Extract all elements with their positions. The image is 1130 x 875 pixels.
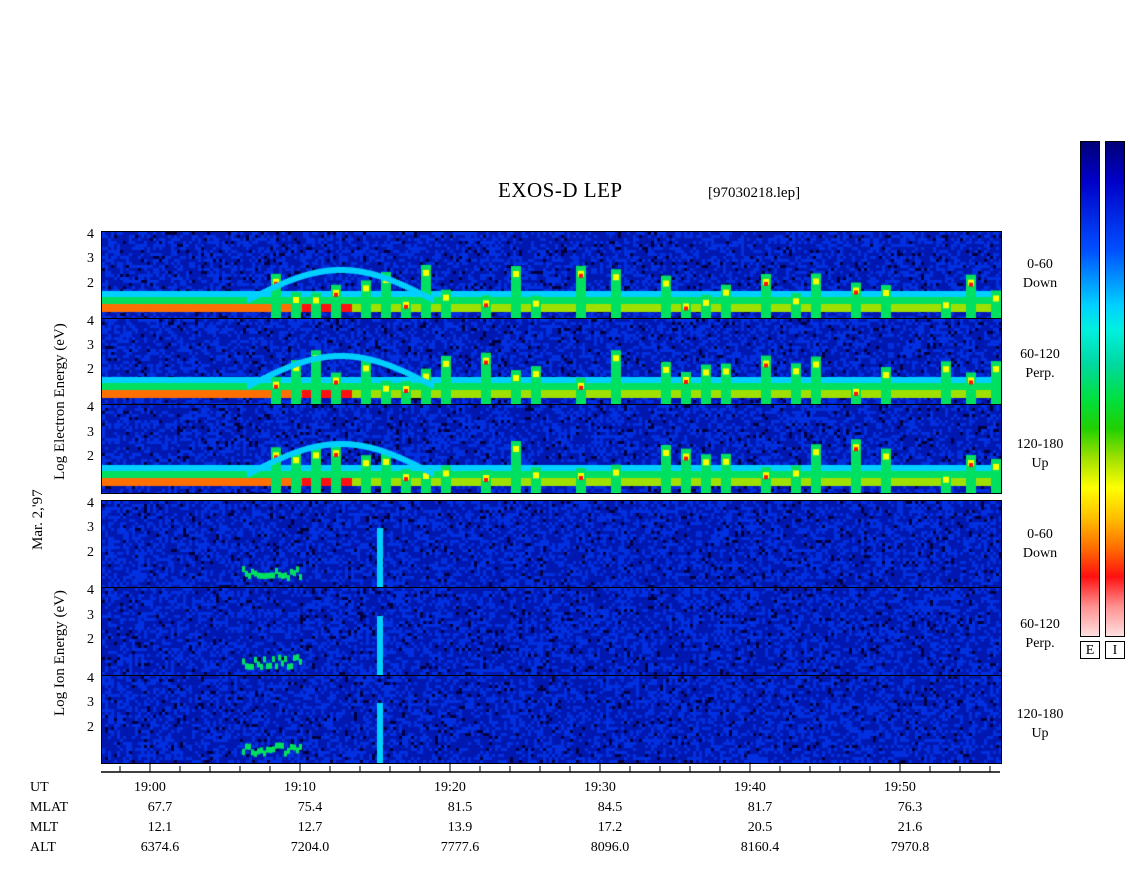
ut-tick-label: 19:20 bbox=[434, 780, 466, 795]
mlt-value: 17.2 bbox=[597, 820, 623, 835]
mlat-value: 81.7 bbox=[747, 800, 773, 815]
spectrogram-canvas bbox=[101, 500, 1002, 589]
y-tick-label: 4 bbox=[87, 314, 94, 329]
spectrogram-canvas bbox=[101, 587, 1002, 677]
spectrogram-canvas bbox=[101, 318, 1002, 406]
electron-axis-label: Log Electron Energy (eV) bbox=[52, 323, 68, 480]
y-tick-label: 3 bbox=[87, 251, 94, 267]
mlt-value: 13.9 bbox=[447, 820, 473, 835]
y-tick-label: 2 bbox=[87, 719, 94, 735]
pitch-label-e-up: 120-180 Up bbox=[1016, 437, 1064, 471]
time-axis bbox=[101, 762, 1000, 773]
y-tick-label: 4 bbox=[87, 671, 94, 686]
panel-electron-perp bbox=[101, 318, 1002, 406]
colorbar-label-e: E bbox=[1080, 641, 1100, 659]
pitch-label-e-perp: 60-120 Perp. bbox=[1020, 347, 1060, 381]
y-tick-label: 3 bbox=[87, 607, 94, 623]
y-tick-label: 3 bbox=[87, 520, 94, 536]
ion-axis-label: Log Ion Energy (eV) bbox=[52, 590, 68, 716]
y-tick-label: 2 bbox=[87, 449, 94, 465]
panel-ion-down bbox=[101, 500, 1002, 589]
file-name: [97030218.lep] bbox=[708, 185, 801, 201]
alt-value: 8160.4 bbox=[740, 840, 780, 855]
alt-value: 7777.6 bbox=[440, 840, 480, 855]
y-tick-label: 4 bbox=[87, 400, 94, 415]
y-tick-label: 4 bbox=[87, 583, 94, 598]
y-tick-label: 3 bbox=[87, 695, 94, 711]
mlt-value: 20.5 bbox=[747, 820, 773, 835]
ut-tick-label: 19:30 bbox=[584, 780, 616, 795]
mlat-value: 84.5 bbox=[597, 800, 623, 815]
alt-value: 7204.0 bbox=[290, 840, 330, 855]
alt-value: 8096.0 bbox=[590, 840, 630, 855]
alt-value: 6374.6 bbox=[140, 840, 180, 855]
ut-tick-label: 19:40 bbox=[734, 780, 766, 795]
pitch-label-e-down: 0-60 Down bbox=[1022, 257, 1058, 291]
ut-tick-label: 19:00 bbox=[134, 780, 166, 795]
mlat-value: 81.5 bbox=[447, 800, 473, 815]
ut-row-label: UT bbox=[30, 780, 49, 795]
y-tick-label: 2 bbox=[87, 632, 94, 648]
mlt-value: 12.7 bbox=[297, 820, 323, 835]
y-tick-label: 3 bbox=[87, 424, 94, 440]
y-tick-label: 4 bbox=[87, 227, 94, 242]
spectrogram-canvas bbox=[101, 231, 1002, 320]
ion-colorbar bbox=[1105, 141, 1125, 637]
alt-row-label: ALT bbox=[30, 840, 56, 855]
mlat-row-label: MLAT bbox=[30, 800, 69, 815]
colorbar-label-i: I bbox=[1105, 641, 1125, 659]
y-tick-label: 2 bbox=[87, 544, 94, 560]
electron-colorbar bbox=[1080, 141, 1100, 637]
mlt-value: 21.6 bbox=[897, 820, 923, 835]
chart-title: EXOS-D LEP bbox=[498, 178, 623, 202]
panel-electron-up bbox=[101, 404, 1002, 494]
date-label: Mar. 2,'97 bbox=[30, 489, 46, 550]
y-tick-label: 4 bbox=[87, 496, 94, 511]
spectrogram-canvas bbox=[101, 404, 1002, 494]
y-tick-label: 2 bbox=[87, 362, 94, 377]
mlt-value: 12.1 bbox=[147, 820, 173, 835]
panel-ion-perp bbox=[101, 587, 1002, 677]
mlat-value: 67.7 bbox=[147, 800, 173, 815]
panel-electron-down bbox=[101, 231, 1002, 320]
spectrogram-canvas bbox=[101, 675, 1002, 764]
mlt-row-label: MLT bbox=[30, 820, 59, 835]
alt-value: 7970.8 bbox=[890, 840, 930, 855]
panel-ion-up bbox=[101, 675, 1002, 764]
y-tick-label: 2 bbox=[87, 275, 94, 291]
mlat-value: 75.4 bbox=[297, 800, 323, 815]
ut-tick-label: 19:50 bbox=[884, 780, 916, 795]
ut-tick-label: 19:10 bbox=[284, 780, 316, 795]
pitch-label-i-up: 120-180 Up bbox=[1016, 707, 1064, 741]
mlat-value: 76.3 bbox=[897, 800, 923, 815]
pitch-label-i-down: 0-60 Down bbox=[1022, 527, 1058, 561]
pitch-label-i-perp: 60-120 Perp. bbox=[1020, 617, 1060, 651]
y-tick-label: 3 bbox=[87, 338, 94, 353]
